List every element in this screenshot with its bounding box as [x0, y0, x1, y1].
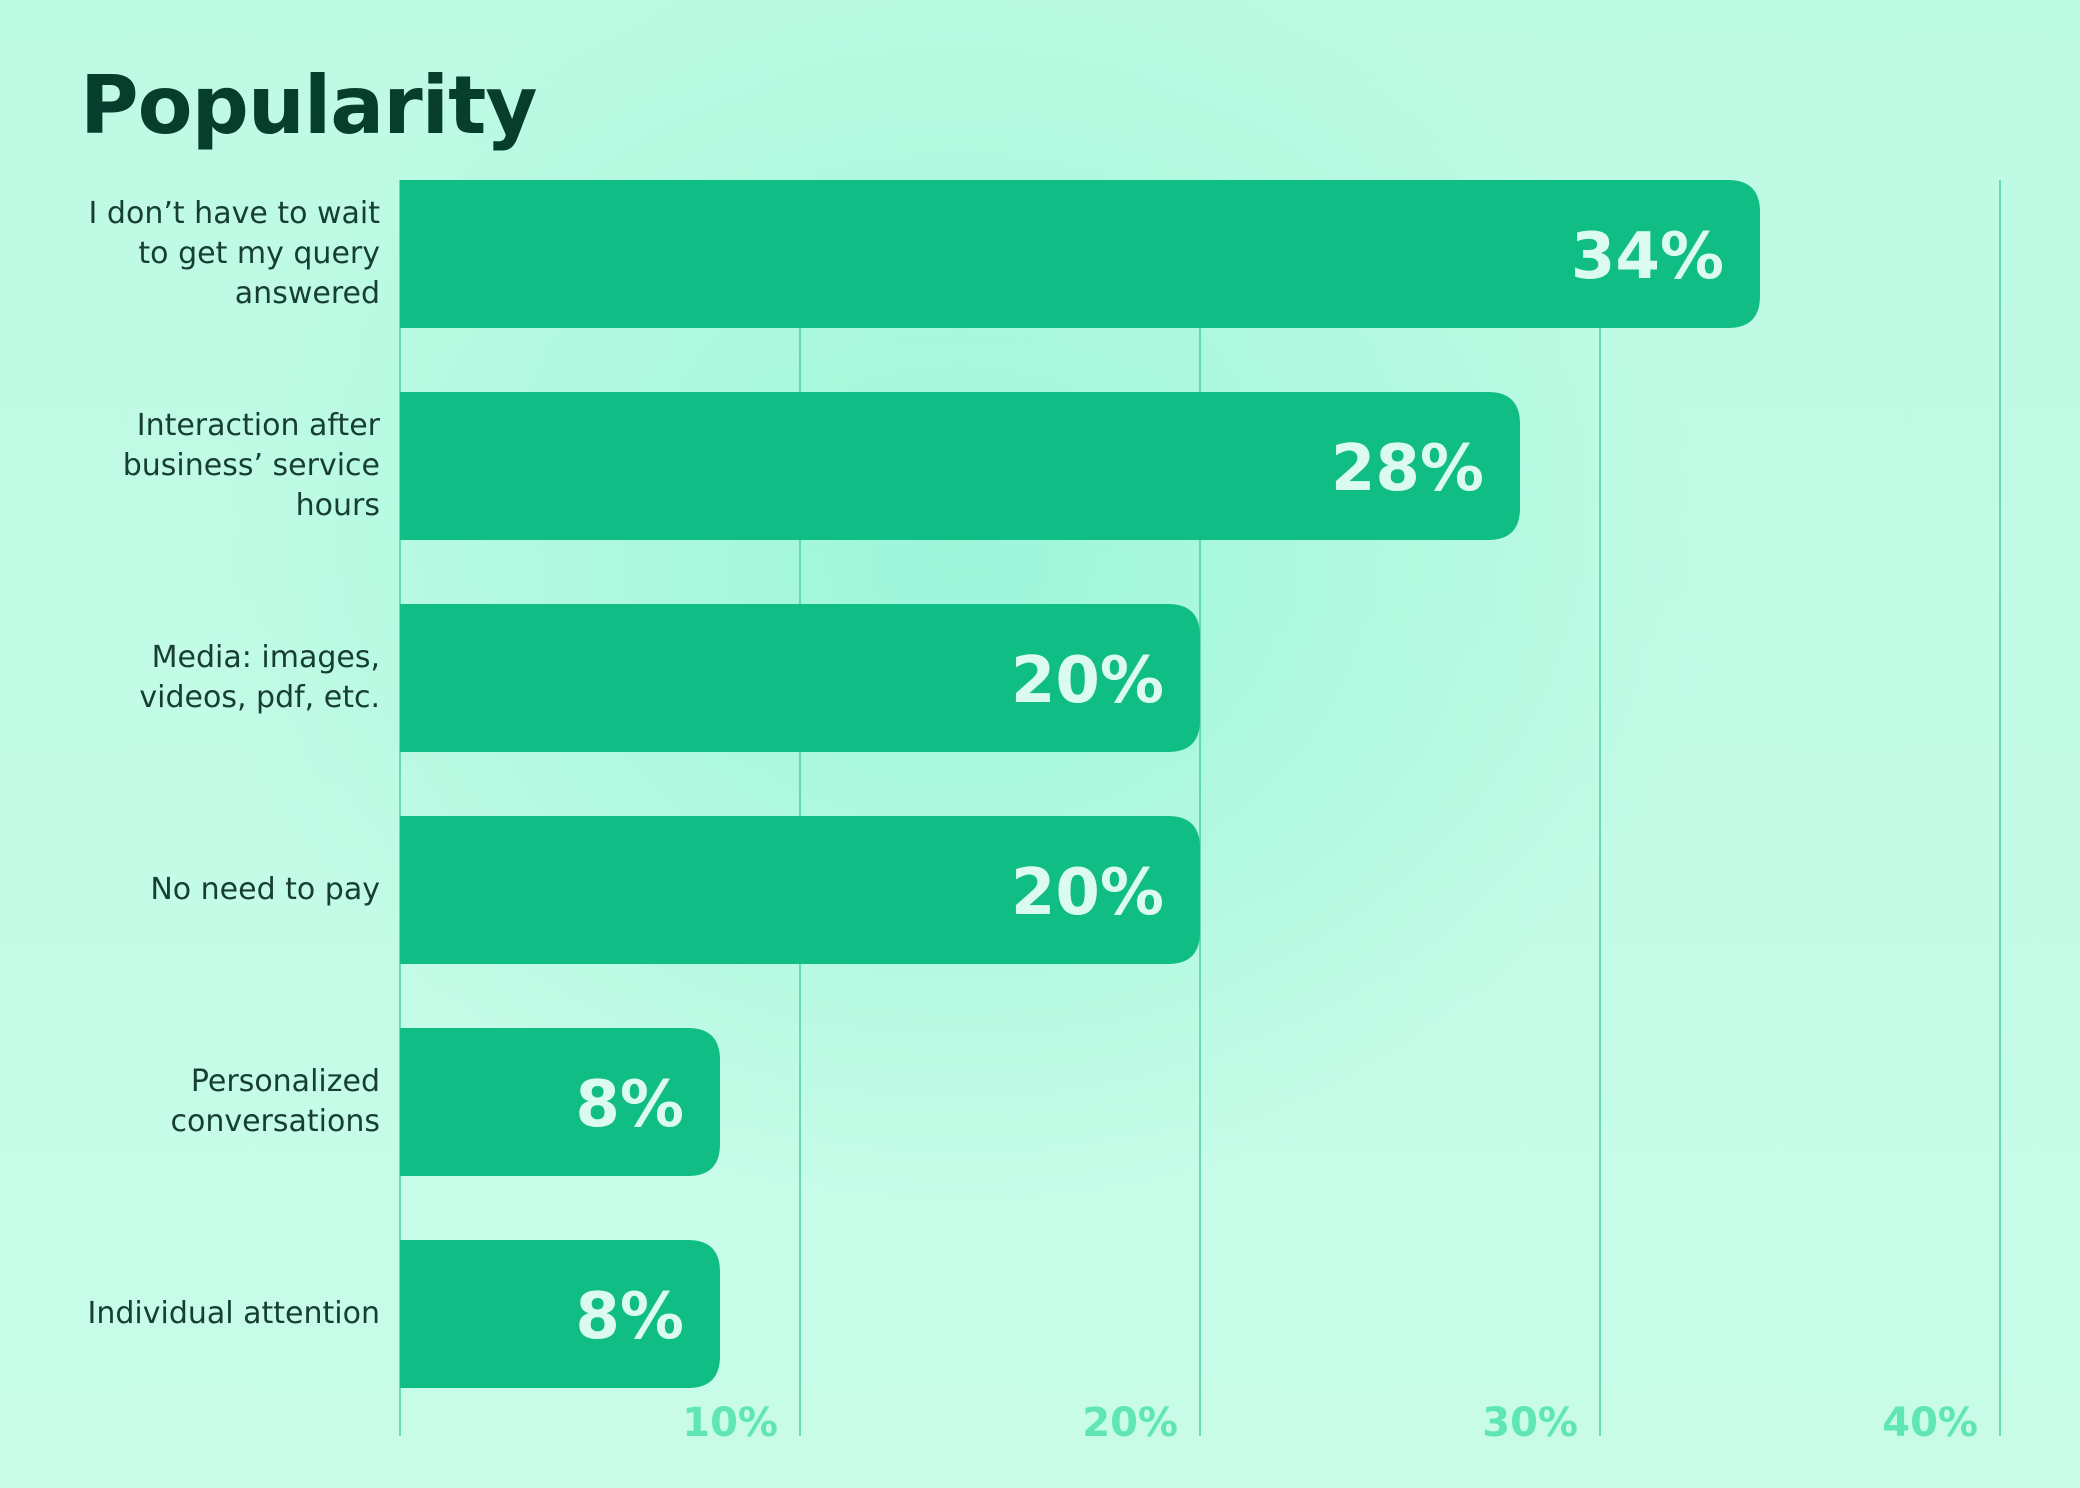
bar — [400, 392, 1520, 540]
bar — [400, 1028, 720, 1176]
category-label: Personalized conversations — [170, 1064, 380, 1139]
x-tick-label: 30% — [1482, 1400, 1578, 1446]
bar-value-label: 8% — [575, 1280, 684, 1354]
bar-value-label: 20% — [1011, 856, 1164, 930]
x-tick-label: 20% — [1082, 1400, 1178, 1446]
bar-value-label: 28% — [1331, 432, 1484, 506]
x-tick-label: 40% — [1882, 1400, 1978, 1446]
bar — [400, 816, 1200, 964]
bar-label-layer: 34% 28% 20% 20% 8% 8% — [575, 220, 1724, 1354]
bar-layer — [400, 180, 1760, 1388]
category-label: Media: images, videos, pdf, etc. — [139, 640, 380, 715]
x-tick-label: 10% — [682, 1400, 778, 1446]
bar — [400, 604, 1200, 752]
grid-layer — [399, 180, 2001, 1436]
category-label: I don’t have to wait to get my query ans… — [88, 196, 380, 311]
category-label: Interaction after business’ service hour… — [122, 408, 380, 523]
bar-value-label: 34% — [1571, 220, 1724, 294]
bar — [400, 1240, 720, 1388]
tick-layer: 10% 20% 30% 40% — [682, 1400, 1978, 1446]
category-label: Individual attention — [87, 1296, 381, 1331]
bar-value-label: 8% — [575, 1068, 684, 1142]
bar-value-label: 20% — [1011, 644, 1164, 718]
bar — [400, 180, 1760, 328]
chart-title: Popularity — [80, 59, 537, 152]
category-label: No need to pay — [150, 872, 380, 907]
